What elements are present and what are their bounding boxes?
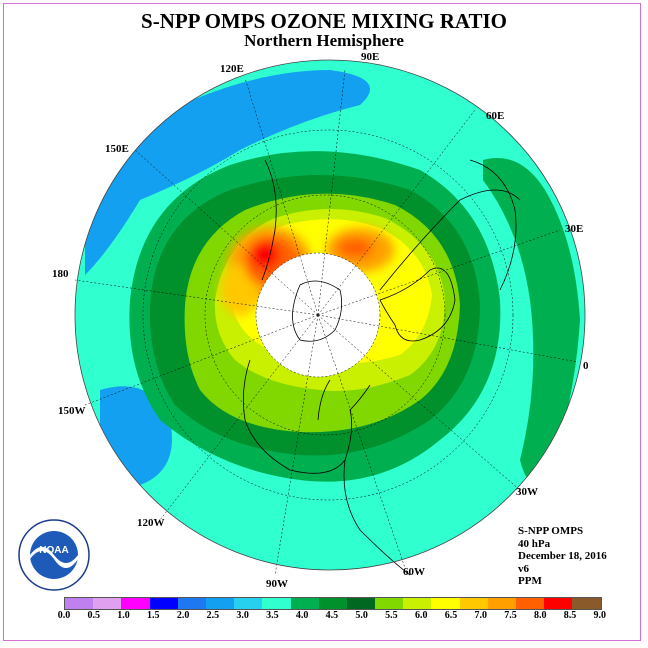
colorbar-tick-label: 1.5 (147, 610, 160, 621)
lon-label-30w: 30W (516, 486, 538, 498)
lon-label-60e: 60E (486, 110, 505, 122)
colorbar-swatch (149, 598, 178, 609)
colorbar-swatch (516, 598, 545, 609)
lon-label-120e: 120E (220, 63, 244, 75)
colorbar-tick-label: 9.0 (593, 610, 607, 621)
info-instrument: S-NPP OMPS (518, 525, 584, 537)
map-subtitle: Northern Hemisphere (244, 31, 404, 50)
colorbar-tick-label: 2.5 (206, 610, 220, 621)
lon-label-150e: 150E (105, 143, 129, 155)
colorbar-tick-label: 4.0 (295, 610, 309, 621)
colorbar-swatch (318, 598, 347, 609)
colorbar-swatch (346, 598, 376, 609)
colorbar-swatch (572, 598, 601, 609)
info-block: S-NPP OMPS 40 hPa December 18, 2016 v6 P… (518, 525, 607, 588)
colorbar-swatch (93, 598, 122, 609)
colorbar-swatch (431, 598, 460, 609)
map-border (74, 59, 586, 571)
colorbar-swatch (403, 598, 432, 609)
graticule (74, 69, 579, 576)
colorbar-swatch (262, 598, 291, 609)
coastlines (242, 159, 521, 576)
colorbar-swatch (459, 598, 488, 609)
colorbar-tick-label: 3.5 (266, 610, 279, 621)
colorbar-swatch (544, 598, 573, 609)
colorbar-tick-label: 6.0 (414, 610, 428, 621)
lon-label-60w: 60W (403, 566, 425, 578)
colorbar-tick-label: 7.0 (474, 610, 487, 621)
noaa-logo: NOAA (18, 519, 90, 591)
colorbar-tick-label: 3.0 (236, 610, 249, 621)
colorbar-tick-label: 8.0 (534, 610, 547, 621)
colorbar-swatch (487, 598, 516, 609)
colorbar-swatch (290, 598, 319, 609)
lon-label-30e: 30E (565, 223, 584, 235)
colorbar-tick-label: 0.0 (57, 610, 71, 621)
noaa-logo-text: NOAA (39, 545, 68, 556)
colorbar-tick-label: 2.0 (176, 610, 190, 621)
colorbar (64, 597, 602, 610)
info-level: 40 hPa (518, 537, 551, 550)
info-version: v6 (518, 562, 529, 575)
colorbar-swatch (234, 598, 263, 609)
colorbar-tick-label: 6.5 (444, 610, 458, 621)
colorbar-tick-label: 4.5 (325, 610, 339, 621)
lon-label-180: 180 (52, 268, 69, 280)
colorbar-swatch (121, 598, 150, 609)
colorbar-tick-label: 5.5 (385, 610, 398, 621)
colorbar-swatch (205, 598, 235, 609)
map-title: S-NPP OMPS OZONE MIXING RATIO (141, 9, 507, 33)
info-date: December 18, 2016 (518, 550, 607, 562)
page-frame (3, 3, 641, 641)
colorbar-tick-label: 8.5 (563, 610, 577, 621)
colorbar-swatch (177, 598, 206, 609)
colorbar-tick-label: 0.5 (87, 610, 101, 621)
field-east-band (483, 158, 580, 483)
colorbar-tick-label: 5.0 (355, 610, 368, 621)
lon-label-0: 0 (583, 360, 589, 372)
lon-label-150w: 150W (58, 405, 86, 417)
lon-label-90w: 90W (266, 578, 288, 590)
colorbar-swatch (375, 598, 404, 609)
lon-label-120w: 120W (137, 517, 165, 529)
lon-label-90e: 90E (361, 51, 380, 63)
colorbar-tick-label: 1.0 (117, 610, 130, 621)
colorbar-swatch (65, 598, 94, 609)
colorbar-tick-label: 7.5 (504, 610, 517, 621)
info-units: PPM (518, 575, 542, 587)
